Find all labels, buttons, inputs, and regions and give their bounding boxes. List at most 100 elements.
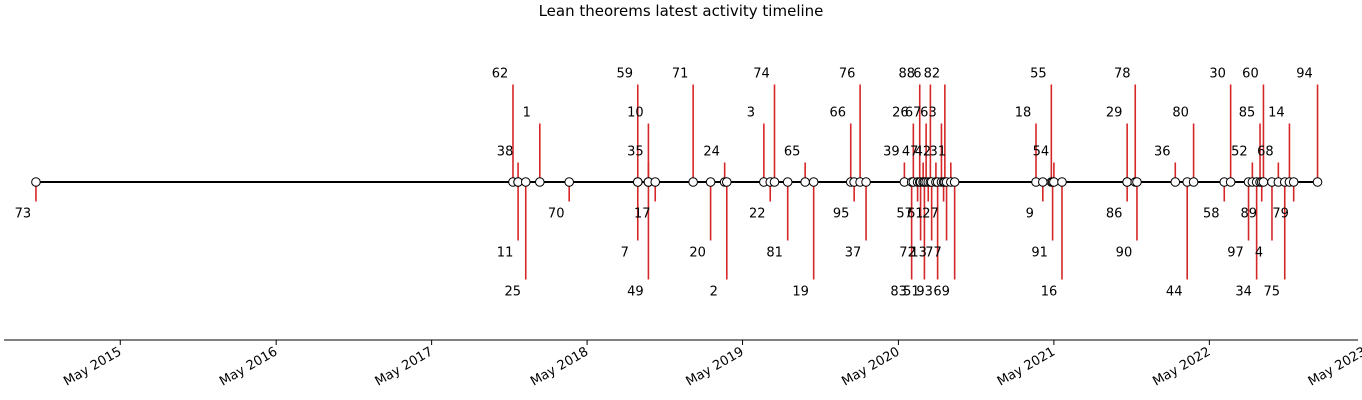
event-marker-86 — [1122, 177, 1132, 187]
event-label: 91 — [1031, 246, 1048, 261]
event-marker-79 — [1288, 177, 1299, 187]
event-label: 62 — [492, 67, 509, 82]
event-marker-20 — [705, 177, 716, 187]
event-marker-60 — [1258, 177, 1269, 187]
event-label: 4 — [1255, 246, 1263, 261]
event-marker-19 — [808, 177, 819, 187]
event-label: 9 — [1026, 207, 1034, 222]
event-label: 93 — [916, 285, 933, 300]
event-label: 37 — [845, 246, 862, 261]
event-label: 78 — [1114, 67, 1131, 82]
event-label: 2 — [710, 285, 718, 300]
event-label: 80 — [1172, 106, 1189, 121]
event-label: 70 — [548, 207, 565, 222]
x-tick-label: May 2023 — [1306, 344, 1362, 389]
event-marker-54 — [1049, 177, 1059, 187]
event-label: 82 — [924, 67, 941, 82]
event-label: 85 — [1239, 106, 1256, 121]
event-label: 57 — [896, 207, 913, 222]
event-label: 44 — [1166, 285, 1183, 300]
event-marker-90 — [1132, 177, 1142, 187]
event-label: 7 — [621, 246, 629, 261]
event-label: 86 — [1106, 207, 1123, 222]
x-tick-label: May 2015 — [61, 344, 124, 389]
event-marker-7 — [632, 177, 643, 187]
event-marker-17 — [650, 177, 661, 187]
event-label: 61 — [907, 207, 924, 222]
event-label: 65 — [784, 145, 801, 160]
event-label: 76 — [839, 67, 856, 82]
event-label: 88 — [898, 67, 915, 82]
event-label: 19 — [792, 285, 809, 300]
event-label: 67 — [905, 106, 922, 121]
event-label: 49 — [627, 285, 644, 300]
event-label: 51 — [903, 285, 920, 300]
event-label: 55 — [1030, 67, 1047, 82]
chart-title: Lean theorems latest activity timeline — [539, 2, 824, 20]
event-labels: 7362113825170597354910177120242322748165… — [15, 67, 1313, 300]
event-label: 60 — [1242, 67, 1259, 82]
x-tick-label: May 2019 — [684, 344, 747, 389]
event-label: 89 — [1240, 207, 1257, 222]
event-marker-2 — [721, 177, 732, 187]
event-label: 90 — [1116, 246, 1133, 261]
event-marker-81 — [782, 177, 793, 187]
x-tick-label: May 2022 — [1150, 344, 1213, 389]
event-label: 18 — [1015, 106, 1032, 121]
event-label: 66 — [829, 106, 846, 121]
event-label: 74 — [753, 67, 770, 82]
event-marker-74 — [769, 177, 780, 187]
event-label: 77 — [925, 246, 942, 261]
event-label: 3 — [747, 106, 755, 121]
event-marker-73 — [31, 177, 41, 187]
x-tick-label: May 2016 — [217, 344, 280, 389]
event-marker-69 — [949, 177, 960, 187]
event-marker-30 — [1225, 177, 1236, 187]
event-marker-71 — [688, 177, 698, 187]
event-label: 27 — [922, 207, 939, 222]
event-label: 68 — [1257, 145, 1274, 160]
event-marker-37 — [861, 177, 871, 187]
event-label: 47 — [902, 145, 919, 160]
event-label: 35 — [627, 145, 644, 160]
event-marker-94 — [1312, 177, 1323, 187]
event-marker-16 — [1057, 177, 1067, 187]
event-label: 10 — [627, 106, 644, 121]
x-tick-label: May 2020 — [839, 344, 902, 389]
event-label: 54 — [1033, 145, 1050, 160]
event-label: 14 — [1268, 106, 1285, 121]
event-label: 75 — [1263, 285, 1280, 300]
event-label: 17 — [634, 207, 651, 222]
x-tick-label: May 2018 — [528, 344, 591, 389]
event-marker-1 — [535, 177, 545, 187]
event-label: 81 — [766, 246, 783, 261]
event-label: 72 — [899, 246, 916, 261]
event-label: 59 — [616, 67, 633, 82]
event-label: 30 — [1209, 67, 1226, 82]
event-label: 22 — [749, 207, 766, 222]
event-label: 31 — [930, 145, 947, 160]
event-label: 36 — [1154, 145, 1171, 160]
event-label: 11 — [497, 246, 514, 261]
event-label: 79 — [1272, 207, 1289, 222]
event-label: 69 — [933, 285, 950, 300]
event-label: 52 — [1231, 145, 1248, 160]
event-marker-65 — [800, 177, 810, 187]
event-label: 38 — [497, 145, 514, 160]
event-label: 97 — [1227, 246, 1244, 261]
event-label: 83 — [890, 285, 907, 300]
event-label: 42 — [915, 145, 932, 160]
event-markers — [31, 177, 1323, 187]
event-label: 29 — [1106, 106, 1123, 121]
x-ticks: May 2015 May 2016 May 2017 May 2018 May 2019… — [61, 340, 1362, 390]
event-label: 63 — [920, 106, 937, 121]
event-label: 95 — [833, 207, 850, 222]
event-label: 73 — [15, 207, 32, 222]
event-label: 20 — [689, 246, 706, 261]
event-marker-25 — [520, 177, 531, 187]
event-label: 39 — [883, 145, 900, 160]
event-label: 94 — [1296, 67, 1313, 82]
event-label: 6 — [913, 67, 921, 82]
event-label: 26 — [892, 106, 909, 121]
